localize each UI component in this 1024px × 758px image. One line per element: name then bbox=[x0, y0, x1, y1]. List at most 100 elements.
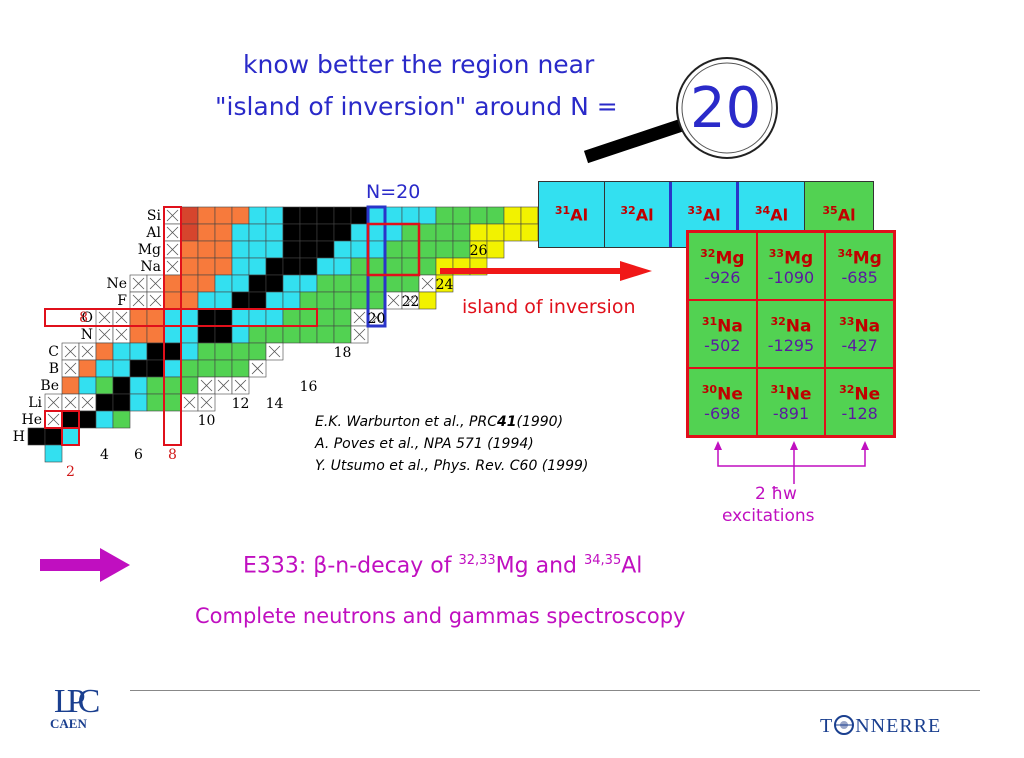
ioi-nuclide: 30Ne bbox=[701, 382, 743, 405]
footer-divider bbox=[130, 690, 980, 691]
unbound-cross bbox=[200, 379, 213, 392]
element-label: B bbox=[49, 361, 59, 377]
unbound-cross bbox=[404, 294, 417, 307]
unbound-cross bbox=[64, 345, 77, 358]
unbound-cross bbox=[64, 396, 77, 409]
unbound-cross bbox=[251, 362, 264, 375]
nuclide-cells bbox=[27, 206, 573, 463]
al-cell-31-label: 31Al bbox=[554, 204, 589, 225]
element-label: Be bbox=[40, 378, 59, 394]
excitation-arrowhead-right bbox=[861, 441, 869, 450]
nuclide-cell bbox=[435, 274, 454, 293]
ioi-value: -502 bbox=[704, 336, 741, 356]
unbound-cross bbox=[370, 311, 383, 324]
tonnerre-t: T bbox=[820, 715, 834, 737]
element-label: H bbox=[13, 429, 25, 445]
element-label: Si bbox=[147, 208, 162, 224]
experiment-arrow-icon bbox=[40, 548, 130, 582]
element-label: C bbox=[48, 344, 59, 360]
unbound-cross bbox=[183, 396, 196, 409]
ioi-nuclide: 34Mg bbox=[837, 246, 882, 269]
island-arrow-head bbox=[620, 261, 652, 281]
nuclide-cell bbox=[44, 444, 63, 463]
ioi-value: -891 bbox=[772, 404, 810, 424]
nuclide-cell bbox=[418, 291, 437, 310]
element-label: Al bbox=[145, 225, 161, 241]
ioi-nuclide: 33Na bbox=[839, 314, 881, 337]
reference-utsumo: Y. Utsumo et al., Phys. Rev. C60 (1999) bbox=[315, 458, 589, 474]
element-label: O bbox=[82, 310, 93, 326]
unbound-cross bbox=[81, 396, 94, 409]
excitations-label-1: 2 ħw bbox=[755, 484, 797, 504]
excitation-arrows bbox=[714, 441, 869, 484]
element-label: F bbox=[117, 293, 127, 309]
tonnerre-logo: T NNERRE bbox=[820, 714, 941, 738]
al-cell-32-label: 32Al bbox=[620, 204, 654, 225]
reference-poves: A. Poves et al., NPA 571 (1994) bbox=[315, 436, 534, 452]
title-line-2: "island of inversion" around N = bbox=[215, 92, 618, 121]
island-arrow bbox=[440, 261, 652, 281]
element-label: He bbox=[22, 412, 43, 428]
al-cell-31: 31Al bbox=[539, 182, 605, 247]
al-cell-34-label: 34Al bbox=[754, 204, 789, 225]
unbound-cross bbox=[81, 345, 94, 358]
caen-label: CAEN bbox=[50, 716, 87, 731]
unbound-cross bbox=[268, 345, 281, 358]
n-tick-label: 26 bbox=[470, 243, 488, 259]
unbound-cross bbox=[132, 294, 145, 307]
island-of-inversion-label: island of inversion bbox=[462, 296, 636, 318]
unbound-cross bbox=[47, 396, 60, 409]
ioi-value: -685 bbox=[841, 268, 878, 288]
n-tick-label: 18 bbox=[334, 345, 352, 361]
al-cell-32: 32Al bbox=[605, 182, 672, 247]
unbound-cross bbox=[47, 413, 60, 426]
unbound-cross bbox=[115, 328, 128, 341]
element-label: Ne bbox=[106, 276, 127, 292]
n-tick-label: 14 bbox=[266, 396, 284, 412]
ioi-value: -698 bbox=[704, 404, 741, 424]
ioi-value: -427 bbox=[841, 336, 878, 356]
experiment-title: E333: β-n-decay of 32,33Mg and 34,35Al bbox=[243, 553, 643, 579]
n-tick-label: 22 bbox=[402, 294, 420, 310]
al-cell-35-label: 35Al bbox=[822, 204, 856, 225]
ioi-cell-na31: 31Na -502 bbox=[689, 301, 756, 367]
reference-warburton: E.K. Warburton et al., PRC41(1990) bbox=[315, 414, 564, 430]
n-tick-label: 10 bbox=[198, 413, 216, 429]
ioi-cell-na32: 32Na -1295 bbox=[757, 301, 825, 367]
nuclide-cell bbox=[486, 240, 505, 259]
n-tick-label: 24 bbox=[436, 277, 454, 293]
ioi-nuclide: 32Ne bbox=[839, 382, 881, 405]
tonnerre-rest: NNERRE bbox=[855, 715, 942, 737]
ioi-cell-mg32: 32Mg -926 bbox=[689, 233, 756, 299]
unbound-cross bbox=[166, 260, 179, 273]
ioi-value: -1295 bbox=[767, 336, 815, 356]
ioi-value: -1090 bbox=[767, 268, 815, 288]
title-line-1: know better the region near bbox=[243, 50, 595, 79]
ioi-value: -926 bbox=[704, 268, 741, 288]
ioi-nuclide: 31Na bbox=[701, 314, 743, 337]
unbound-cross bbox=[217, 379, 230, 392]
magic-label-z8: 8 bbox=[79, 310, 88, 326]
unbound-cross bbox=[149, 277, 162, 290]
unbound-cross bbox=[166, 209, 179, 222]
magic-z8-frame bbox=[44, 308, 318, 327]
n-tick-label: 16 bbox=[300, 379, 318, 395]
element-label: Na bbox=[140, 259, 161, 275]
excitation-arrowhead-left bbox=[714, 441, 722, 450]
magnifier-handle bbox=[583, 116, 691, 164]
experiment-subtitle: Complete neutrons and gammas spectroscop… bbox=[195, 604, 686, 628]
magic-number-20: 20 bbox=[690, 76, 762, 141]
ioi-nuclide: 31Ne bbox=[770, 382, 812, 405]
ioi-cell-na33: 33Na -427 bbox=[826, 301, 893, 367]
ioi-value: -128 bbox=[841, 404, 878, 424]
unbound-cross bbox=[421, 277, 434, 290]
unbound-cross bbox=[166, 226, 179, 239]
ioi-cell-mg34: 34Mg -685 bbox=[826, 233, 893, 299]
lpc-logo: LPC bbox=[54, 683, 102, 718]
unbound-cross bbox=[234, 379, 247, 392]
nuclide-cell bbox=[112, 410, 131, 429]
unbound-cross bbox=[387, 294, 400, 307]
svg-text:LPC: LPC bbox=[54, 683, 99, 718]
unbound-cross bbox=[98, 328, 111, 341]
